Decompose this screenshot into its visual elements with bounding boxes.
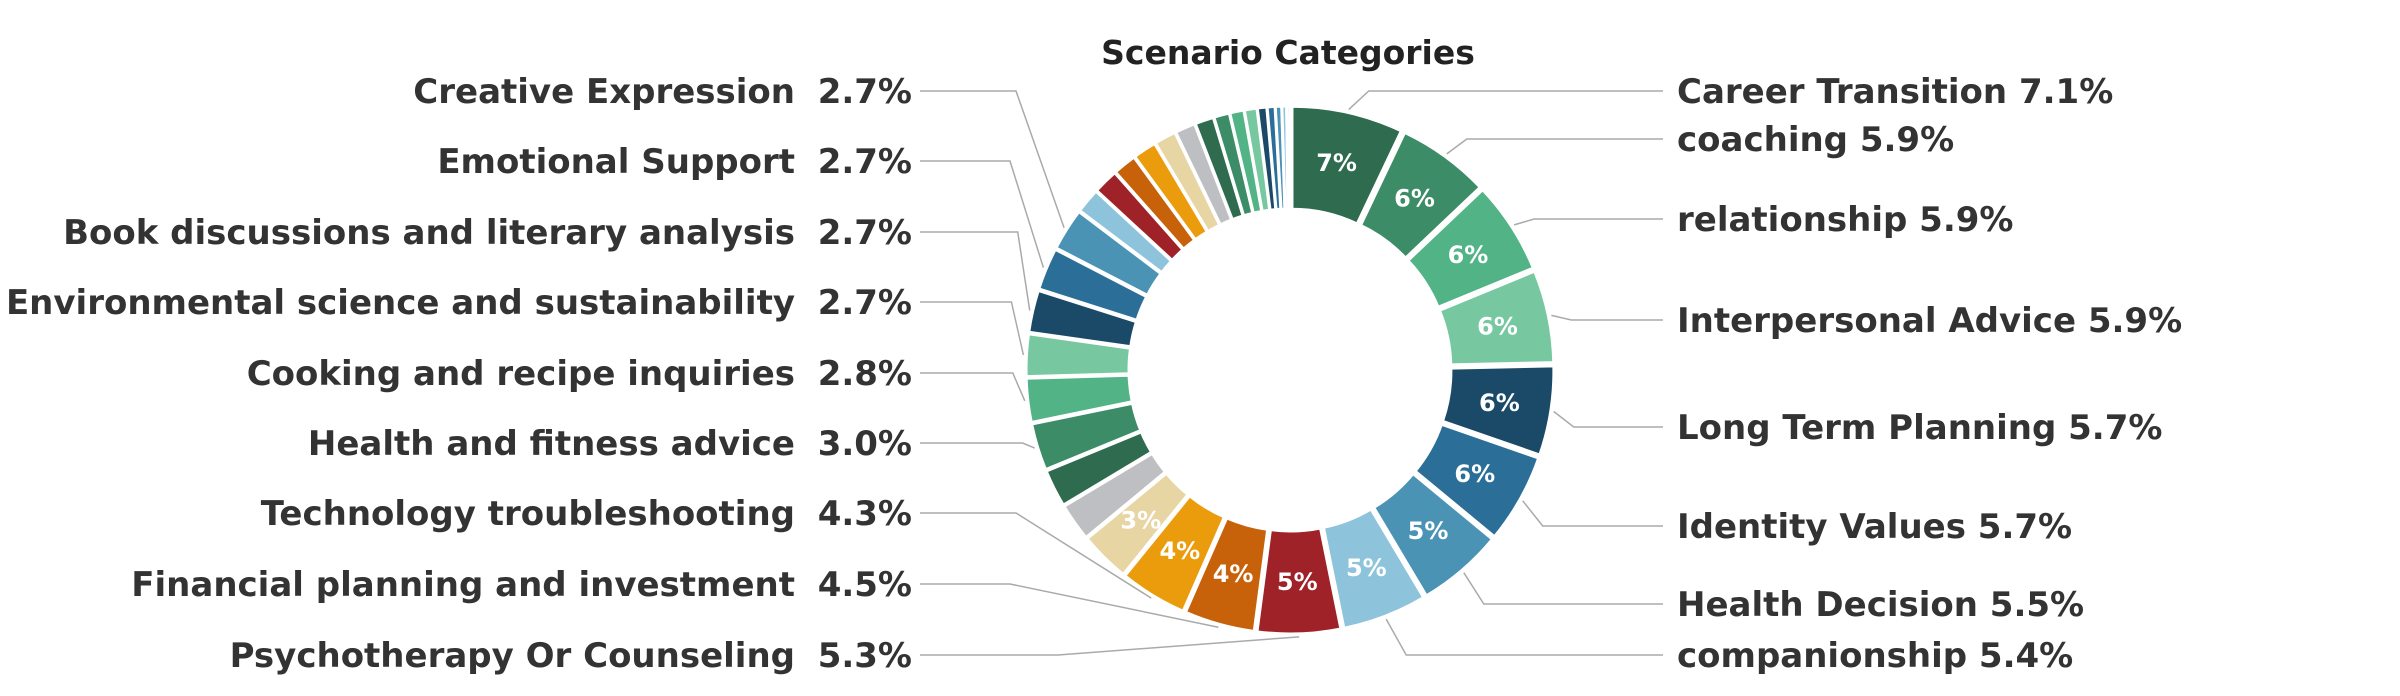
slice-percent-label: 4% xyxy=(1159,537,1200,565)
slice-percent-label: 5% xyxy=(1346,554,1387,582)
slice-percent-label: 6% xyxy=(1454,460,1495,488)
slice-labels: Career Transition 7.1% coaching 5.9% relat… xyxy=(6,72,2182,676)
leader-line xyxy=(920,160,1045,268)
slice-label-creative-expression: Creative Expression xyxy=(413,72,795,112)
slice-value-financial-planning-and-investment: 4.5% xyxy=(818,565,912,605)
slice-percent-label: 5% xyxy=(1408,517,1449,545)
pie-slice-health-decision xyxy=(1371,471,1495,598)
leader-lines xyxy=(920,90,1663,656)
slice-value-cooking-and-recipe-inquiries: 2.8% xyxy=(818,354,912,394)
leader-line xyxy=(1551,314,1663,321)
slice-label-emotional-support: Emotional Support xyxy=(437,142,795,182)
pie-slice-technology-troubleshooting xyxy=(1122,493,1227,614)
slice-value-psychotherapy-or-counseling: 5.3% xyxy=(818,636,912,676)
slice-label-coaching: coaching 5.9% xyxy=(1677,120,1954,160)
leader-line xyxy=(920,583,1219,628)
slice-percent-label: 6% xyxy=(1479,389,1520,417)
leader-line xyxy=(920,301,1025,356)
slice-label-career-transition: Career Transition 7.1% xyxy=(1677,72,2113,112)
slice-label-financial-planning-and-investment: Financial planning and investment xyxy=(131,565,795,605)
slice-label-cooking-and-recipe-inquiries: Cooking and recipe inquiries xyxy=(247,354,795,394)
leader-line xyxy=(920,636,1300,656)
leader-line xyxy=(920,231,1031,311)
slice-label-technology-troubleshooting: Technology troubleshooting xyxy=(261,494,795,534)
leader-line xyxy=(920,512,1152,599)
pie-slice-interpersonal-advice xyxy=(1437,269,1556,367)
leader-line xyxy=(920,372,1026,402)
slice-percent-label: 4% xyxy=(1213,560,1254,588)
slice-value-emotional-support: 2.7% xyxy=(818,142,912,182)
pie-slice-emotional-support xyxy=(1036,247,1149,323)
slice-percent-label: 6% xyxy=(1477,313,1518,341)
pie-slice-career-transition xyxy=(1290,104,1404,226)
slice-percent-label: 3% xyxy=(1120,507,1161,535)
leader-line xyxy=(1553,410,1663,428)
slice-label-psychotherapy-or-counseling: Psychotherapy Or Counseling xyxy=(230,636,795,676)
leader-line xyxy=(1513,218,1663,226)
leader-line xyxy=(1522,500,1663,527)
slice-label-health-decision: Health Decision 5.5% xyxy=(1677,585,2084,625)
pie-slice-environmental-science-and-sustainability xyxy=(1024,332,1133,379)
pie-slice-long-term-planning xyxy=(1440,364,1556,457)
pie-slice-psychotherapy-or-counseling xyxy=(1255,526,1343,636)
slice-value-environmental-science-and-sustainability: 2.7% xyxy=(818,283,912,323)
slice-percent-label: 6% xyxy=(1448,241,1489,269)
slice-label-relationship: relationship 5.9% xyxy=(1677,200,2013,240)
slice-value-creative-expression: 2.7% xyxy=(818,72,912,112)
pie-slices: 7%6%6%6%6%6%5%5%5%4%4%3% xyxy=(1024,104,1556,636)
slice-value-health-and-fitness-advice: 3.0% xyxy=(818,424,912,464)
slice-label-interpersonal-advice: Interpersonal Advice 5.9% xyxy=(1677,301,2182,341)
pie-slice-relationship xyxy=(1405,187,1536,310)
slice-label-companionship: companionship 5.4% xyxy=(1677,636,2073,676)
pie-slice-book-discussions-and-literary-analysis xyxy=(1027,288,1139,349)
leader-line xyxy=(1385,618,1663,656)
slice-percent-label: 5% xyxy=(1277,568,1318,596)
slice-label-environmental-science-and-sustainability: Environmental science and sustainability xyxy=(6,283,795,323)
leader-line xyxy=(1463,572,1663,605)
pie-slice-health-and-fitness-advice xyxy=(1029,401,1143,472)
leader-line xyxy=(920,442,1035,449)
slice-value-book-discussions-and-literary-analysis: 2.7% xyxy=(818,213,912,253)
slice-percent-label: 7% xyxy=(1316,149,1357,177)
leader-line xyxy=(1348,90,1663,111)
slice-label-long-term-planning: Long Term Planning 5.7% xyxy=(1677,408,2162,448)
pie-slice-unlabeled-11 xyxy=(1084,471,1191,577)
pie-slice-identity-values xyxy=(1412,422,1541,539)
slice-percent-label: 6% xyxy=(1394,184,1435,212)
leader-line xyxy=(920,90,1065,228)
slice-label-health-and-fitness-advice: Health and fitness advice xyxy=(308,424,795,464)
pie-slice-unlabeled-34 xyxy=(1285,104,1292,211)
pie-slice-cooking-and-recipe-inquiries xyxy=(1024,373,1134,425)
slice-value-technology-troubleshooting: 4.3% xyxy=(818,494,912,534)
chart-title: Scenario Categories xyxy=(1101,33,1475,72)
slice-label-book-discussions-and-literary-analysis: Book discussions and literary analysis xyxy=(63,213,795,253)
pie-slice-financial-planning-and-investment xyxy=(1183,515,1270,634)
pie-slice-unlabeled-13 xyxy=(1044,429,1154,508)
leader-line xyxy=(1446,138,1663,155)
slice-label-identity-values: Identity Values 5.7% xyxy=(1677,507,2072,547)
pie-slice-coaching xyxy=(1358,130,1483,261)
pie-slice-companionship xyxy=(1321,506,1426,631)
